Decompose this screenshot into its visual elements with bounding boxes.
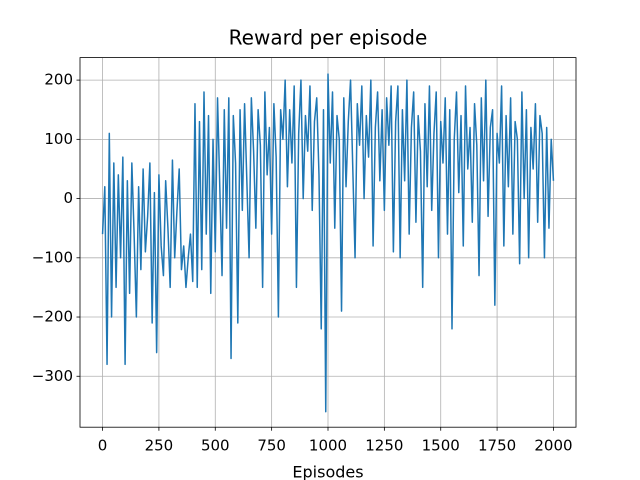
x-tick-label: 1000 <box>309 437 347 455</box>
y-tick-label: −100 <box>32 248 73 266</box>
x-tick-label: 1750 <box>478 437 516 455</box>
x-tick-label: 2000 <box>534 437 572 455</box>
x-axis-label: Episodes <box>292 463 363 480</box>
axes-frame <box>79 57 577 428</box>
y-tick-label: 100 <box>44 130 73 148</box>
y-tick-label: 0 <box>63 189 73 207</box>
x-tick-label: 750 <box>257 437 286 455</box>
x-tick-label: 1500 <box>422 437 460 455</box>
y-tick-label: 200 <box>44 71 73 89</box>
x-tick-label: 0 <box>98 437 108 455</box>
y-tick-label: −200 <box>32 308 73 326</box>
x-tick-label: 1250 <box>365 437 403 455</box>
x-tick-label: 250 <box>145 437 174 455</box>
x-tick-label: 500 <box>201 437 230 455</box>
line-series <box>101 73 555 413</box>
y-tick-label: −300 <box>32 367 73 385</box>
chart-title: Reward per episode <box>229 26 428 50</box>
